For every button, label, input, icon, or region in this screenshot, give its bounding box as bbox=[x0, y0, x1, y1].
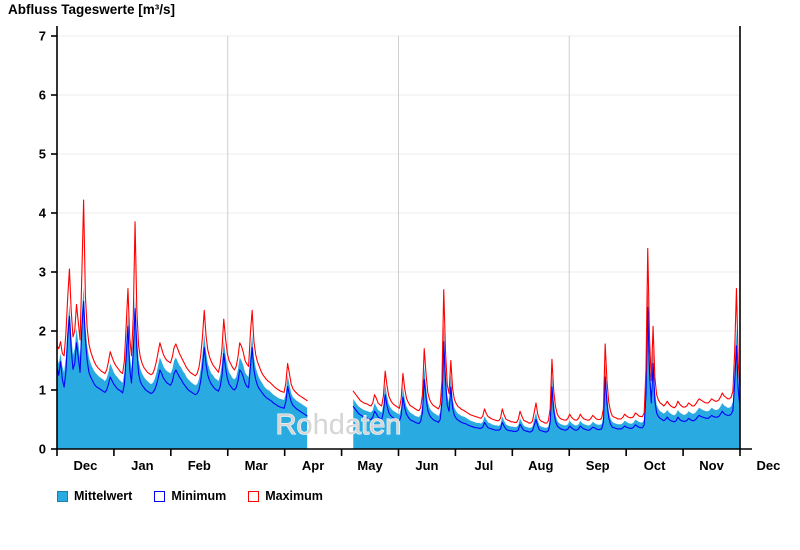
legend-swatch-maximum bbox=[248, 490, 260, 502]
y-axis-tick-label: 4 bbox=[39, 206, 47, 221]
axis-tick-labels: 0 1 2 3 4 5 6 7 Dec Jan Feb Mar Apr May Jun Jul Aug Sep Oc… bbox=[39, 29, 781, 474]
series-area-mittelwert bbox=[353, 283, 740, 449]
legend-item-maximum[interactable]: Maximum bbox=[248, 489, 323, 503]
legend-item-mittelwert[interactable]: Mittelwert bbox=[57, 489, 132, 503]
series-line-minimum bbox=[352, 306, 741, 433]
x-axis-tick-label: Mar bbox=[245, 458, 268, 473]
legend-label-mittelwert: Mittelwert bbox=[74, 489, 133, 503]
series-line-minimum bbox=[56, 300, 308, 417]
page-title: Abfluss Tageswerte [m³/s] bbox=[8, 2, 176, 17]
x-axis-tick-label: Sep bbox=[586, 458, 610, 473]
watermark-group: Rohdaten bbox=[275, 408, 402, 441]
legend-label-minimum: Minimum bbox=[171, 489, 227, 503]
legend-swatch-minimum bbox=[154, 490, 166, 502]
x-axis-tick-label: Jan bbox=[131, 458, 153, 473]
legend-swatch-mittelwert bbox=[57, 490, 68, 502]
x-axis-tick-label: Oct bbox=[644, 458, 666, 473]
x-axis-tick-label: May bbox=[357, 458, 383, 473]
grid-lines bbox=[57, 35, 740, 449]
x-axis-tick-label: Jul bbox=[474, 458, 493, 473]
y-axis-tick-label: 2 bbox=[39, 324, 46, 339]
x-axis-tick-label: Nov bbox=[699, 458, 724, 473]
series-line-maximum bbox=[56, 199, 308, 402]
series-area-mittelwert bbox=[57, 286, 308, 449]
y-axis-tick-label: 7 bbox=[39, 29, 46, 44]
x-axis-tick-label: Apr bbox=[302, 458, 324, 473]
watermark-text: Rohdaten bbox=[276, 409, 402, 441]
y-axis-tick-label: 3 bbox=[39, 265, 46, 280]
series-line-maximum bbox=[352, 247, 741, 424]
y-axis-tick-label: 6 bbox=[39, 88, 46, 103]
chart-legend: Mittelwert Minimum Maximum bbox=[57, 489, 345, 503]
axes bbox=[51, 26, 752, 456]
series-area-group bbox=[56, 199, 741, 449]
y-axis-tick-label: 5 bbox=[39, 147, 46, 162]
y-axis-tick-label: 1 bbox=[39, 383, 46, 398]
x-axis-tick-label: Feb bbox=[188, 458, 211, 473]
legend-item-minimum[interactable]: Minimum bbox=[154, 489, 226, 503]
x-axis-tick-label: Aug bbox=[528, 458, 553, 473]
x-axis-tick-label: Dec bbox=[757, 458, 781, 473]
legend-label-maximum: Maximum bbox=[265, 489, 323, 503]
x-axis-tick-label: Dec bbox=[74, 458, 98, 473]
y-axis-tick-label: 0 bbox=[39, 442, 46, 457]
x-axis-tick-label: Jun bbox=[415, 458, 438, 473]
